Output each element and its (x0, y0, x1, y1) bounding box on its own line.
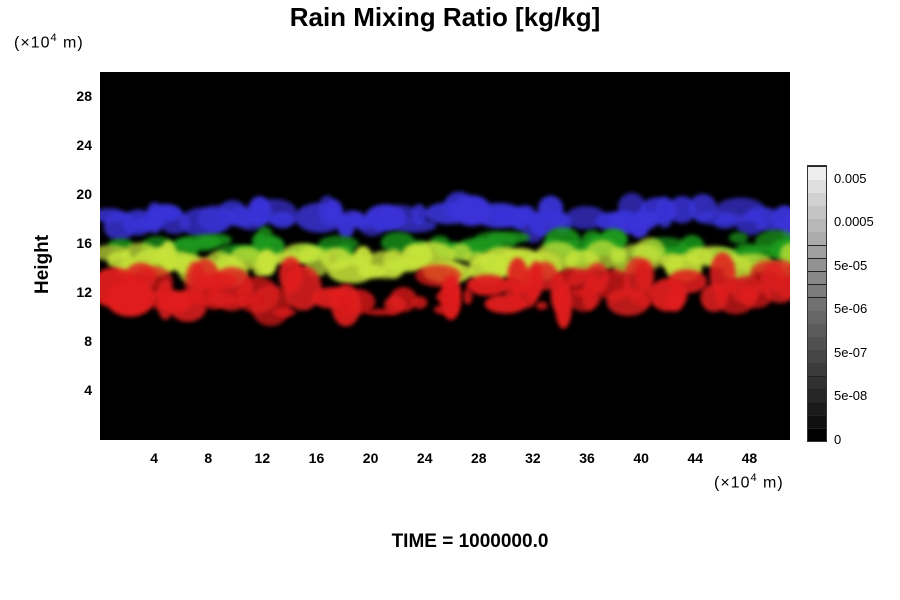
field-cell (238, 296, 262, 305)
field-cell (378, 204, 419, 223)
colorbar (807, 165, 827, 442)
field-cell (201, 233, 232, 246)
x-tick-label: 24 (416, 450, 433, 466)
field-cell (665, 290, 685, 312)
colorbar-swatch (808, 244, 826, 259)
x-tick-label: 28 (471, 450, 487, 466)
colorbar-swatch (808, 218, 826, 232)
field-cell (634, 258, 655, 292)
colorbar-swatch (808, 270, 826, 285)
colorbar-swatch (808, 349, 826, 363)
colorbar-label: 5e-06 (834, 301, 868, 316)
field-cell (535, 301, 548, 310)
field-cell (668, 196, 697, 224)
field-cell (436, 290, 455, 303)
colorbar-swatch (808, 205, 826, 219)
x-tick-label: 12 (254, 450, 271, 466)
y-tick-label: 4 (84, 381, 92, 398)
field-cell (208, 291, 237, 307)
y-axis-unit: (×104 m) (14, 32, 84, 52)
colorbar-swatch (808, 257, 826, 272)
field-cell (667, 269, 707, 294)
field-cell (639, 297, 651, 307)
field-cell (433, 304, 457, 315)
colorbar-label: 5e-07 (834, 345, 868, 360)
colorbar-swatch (808, 375, 826, 390)
plot-area (100, 72, 790, 440)
colorbar-swatch (808, 388, 826, 403)
colorbar-swatch (808, 296, 826, 311)
x-tick-label: 44 (687, 450, 704, 466)
heatmap-field (100, 191, 790, 329)
x-axis-unit: (×104 m) (714, 472, 784, 492)
x-tick-label: 8 (204, 450, 213, 466)
field-cell (323, 199, 344, 226)
y-unit-prefix: (×10 (14, 34, 51, 52)
colorbar-swatch (808, 179, 826, 193)
field-cell (390, 218, 437, 233)
colorbar-swatch (808, 336, 826, 350)
colorbar-swatch (808, 283, 826, 298)
field-band (100, 191, 790, 243)
colorbar-label: 0 (834, 432, 842, 447)
colorbar-swatch (808, 401, 826, 416)
field-cell (728, 232, 749, 244)
field-cell (584, 240, 620, 271)
field-cell (269, 211, 296, 229)
field-cell (365, 308, 398, 316)
colorbar-label: 5e-05 (834, 258, 868, 273)
colorbar-swatch (808, 231, 826, 246)
time-label: TIME = 1000000.0 (391, 531, 549, 552)
colorbar-swatch (808, 166, 826, 180)
colorbar-swatch (808, 427, 826, 442)
y-tick-label: 16 (76, 234, 92, 251)
colorbar-label: 5e-08 (834, 388, 868, 403)
field-cell (412, 296, 428, 309)
field-cell (463, 288, 473, 305)
y-unit-exponent: 4 (50, 32, 58, 44)
x-tick-label: 4 (150, 450, 158, 466)
x-tick-label: 36 (579, 450, 595, 466)
field-cell (466, 274, 509, 296)
chart-title: Rain Mixing Ratio [kg/kg] (289, 2, 601, 32)
field-cell (256, 249, 277, 277)
field-cell (745, 206, 779, 224)
field-cell (774, 275, 790, 299)
colorbar-label: 0.0005 (834, 214, 874, 229)
x-tick-label: 40 (633, 450, 649, 466)
y-tick-label: 20 (76, 185, 92, 202)
field-cell (572, 289, 594, 297)
colorbar-swatch (808, 192, 826, 206)
x-tick-label: 48 (741, 450, 758, 466)
x-unit-exponent: 4 (750, 472, 758, 484)
x-tick-label: 20 (362, 450, 379, 466)
colorbar-label: 0.005 (834, 171, 867, 186)
field-cell (411, 204, 427, 226)
colorbar-swatch (808, 362, 826, 377)
field-cell (272, 307, 296, 317)
field-isolated-cells (203, 288, 651, 318)
field-cell (389, 287, 418, 312)
x-unit-suffix: m) (757, 474, 784, 492)
field-cell (530, 261, 558, 291)
field-band (100, 252, 790, 329)
colorbar-swatch (808, 310, 826, 324)
y-tick-label: 12 (76, 283, 92, 300)
y-tick-label: 8 (84, 332, 92, 349)
field-cell (339, 298, 351, 318)
x-tick-label: 32 (525, 450, 541, 466)
x-tick-label: 16 (308, 450, 325, 466)
colorbar-swatch (808, 323, 826, 337)
y-tick-label: 28 (76, 87, 92, 104)
y-tick-label: 24 (76, 136, 92, 153)
y-unit-suffix: m) (57, 34, 84, 52)
x-unit-prefix: (×10 (714, 474, 751, 492)
field-cell (487, 231, 530, 244)
colorbar-swatch (808, 414, 826, 429)
